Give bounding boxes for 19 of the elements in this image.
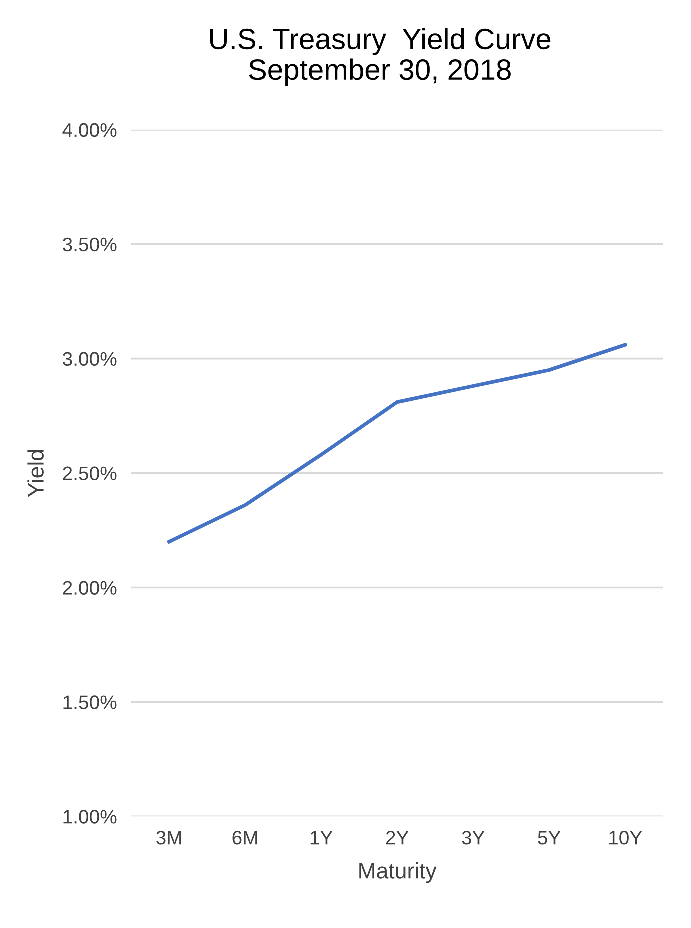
- y-tick-label: 4.00%: [62, 123, 117, 138]
- x-tick-label: 3Y: [462, 831, 485, 845]
- chart-title: U.S. Treasury Yield Curve: [210, 28, 551, 56]
- y-tick-label: 3.00%: [63, 352, 117, 366]
- line-series: [167, 343, 628, 544]
- y-tick-label: 2.00%: [63, 581, 117, 595]
- y-tick-label: 1.00%: [64, 810, 117, 824]
- y-axis-title: Yield: [28, 450, 44, 498]
- y-tick-label: 1.50%: [64, 696, 117, 710]
- x-tick-label: 1Y: [310, 831, 333, 845]
- chart-subtitle: September 30, 2018: [249, 58, 511, 86]
- x-axis-title: Maturity: [360, 862, 437, 884]
- y-tick-label: 3.50%: [63, 238, 117, 252]
- x-tick-label: 10Y: [610, 831, 642, 845]
- x-tick-label: 2Y: [386, 831, 409, 845]
- y-tick-label: 2.50%: [63, 466, 117, 481]
- x-tick-label: 6M: [232, 831, 258, 845]
- x-tick-label: 3M: [156, 831, 182, 845]
- x-tick-label: 5Y: [538, 831, 561, 845]
